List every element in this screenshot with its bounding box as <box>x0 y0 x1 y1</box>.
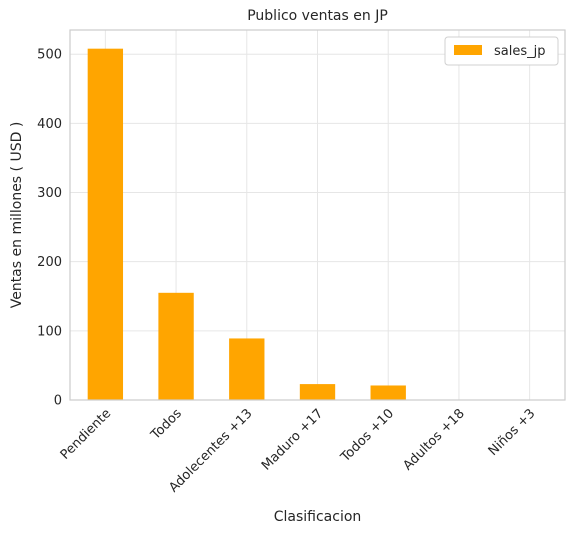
y-tick-label: 200 <box>37 255 62 270</box>
y-tick-label: 100 <box>37 324 62 339</box>
grid-lines <box>70 30 565 401</box>
x-tick-label: Niños +3 <box>486 406 539 459</box>
y-axis-ticks: 0 100 200 300 400 500 <box>37 48 62 409</box>
y-tick-label: 500 <box>37 48 62 63</box>
x-tick-label: Pendiente <box>58 406 114 462</box>
plot-frame <box>69 29 566 401</box>
bars <box>87 48 548 400</box>
y-tick-label: 300 <box>37 186 62 201</box>
bar-adolecentes-13 <box>229 338 265 400</box>
chart-title: Publico ventas en JP <box>247 8 388 24</box>
legend-swatch <box>454 45 482 55</box>
legend-label: sales_jp <box>494 44 546 59</box>
legend: sales_jp <box>444 36 559 66</box>
y-tick-label: 400 <box>37 117 62 132</box>
bar-maduro-17 <box>299 384 336 400</box>
x-tick-label: Todos <box>148 406 185 443</box>
bar-todos-10 <box>370 385 406 400</box>
bar-pendiente <box>87 48 124 400</box>
x-tick-label: Todos +10 <box>337 406 397 466</box>
x-axis-label: Clasificacion <box>274 509 362 525</box>
x-tick-label: Adultos +18 <box>400 406 467 473</box>
x-tick-label: Maduro +17 <box>259 406 326 473</box>
y-tick-label: 0 <box>54 394 62 409</box>
bar-todos <box>158 292 194 400</box>
y-axis-label: Ventas en millones ( USD ) <box>9 122 25 309</box>
legend-box <box>444 36 559 66</box>
